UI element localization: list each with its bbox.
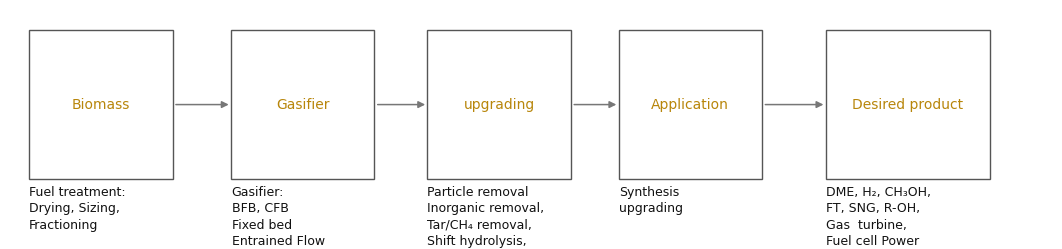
- Text: Synthesis
upgrading: Synthesis upgrading: [619, 186, 683, 215]
- Bar: [427, 30, 571, 179]
- Bar: [230, 30, 374, 179]
- Text: Particle removal
Inorganic removal,
Tar/CH₄ removal,
Shift hydrolysis,
Hydrogena: Particle removal Inorganic removal, Tar/…: [427, 186, 544, 249]
- Text: upgrading: upgrading: [463, 98, 535, 112]
- Bar: [825, 30, 990, 179]
- Bar: [618, 30, 763, 179]
- Text: Desired product: Desired product: [853, 98, 963, 112]
- Bar: [29, 30, 172, 179]
- Text: Fuel treatment:
Drying, Sizing,
Fractioning: Fuel treatment: Drying, Sizing, Fraction…: [29, 186, 125, 232]
- Text: Gasifier: Gasifier: [276, 98, 329, 112]
- Text: Biomass: Biomass: [72, 98, 130, 112]
- Text: DME, H₂, CH₃OH,
FT, SNG, R-OH,
Gas  turbine,
Fuel cell Power: DME, H₂, CH₃OH, FT, SNG, R-OH, Gas turbi…: [826, 186, 931, 248]
- Text: Gasifier:
BFB, CFB
Fixed bed
Entrained Flow: Gasifier: BFB, CFB Fixed bed Entrained F…: [232, 186, 325, 248]
- Text: Application: Application: [651, 98, 730, 112]
